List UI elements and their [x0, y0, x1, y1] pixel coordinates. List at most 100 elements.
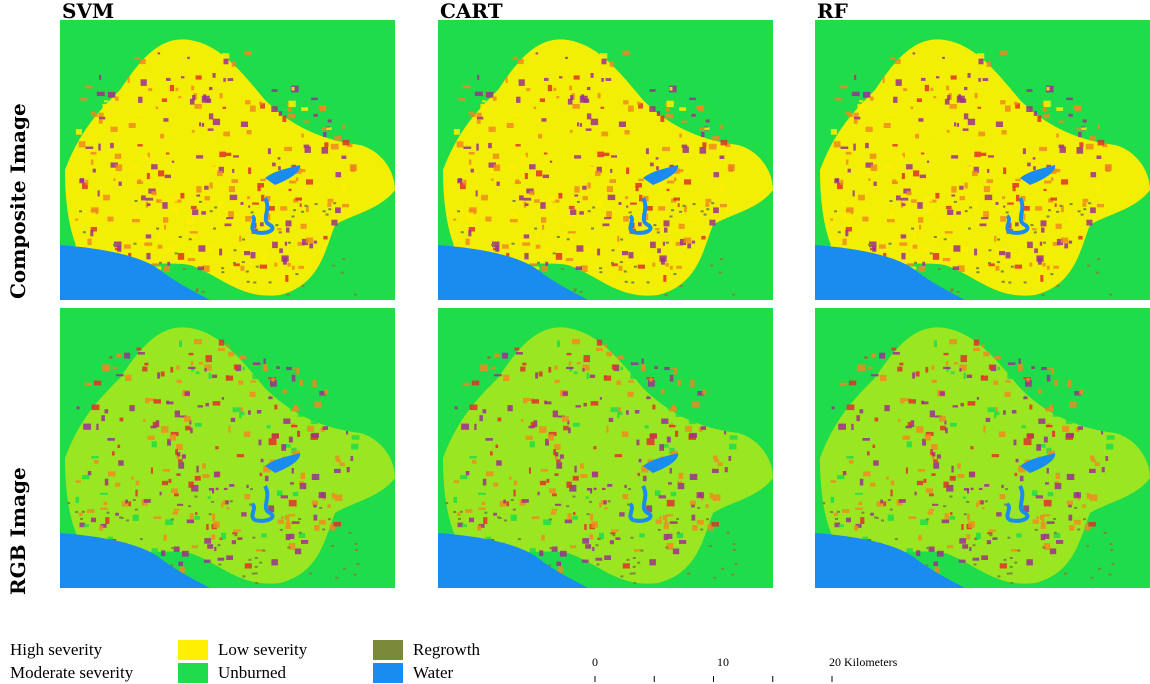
severity-patch [1034, 111, 1037, 116]
severity-patch [502, 244, 509, 248]
severity-patch [170, 434, 176, 440]
severity-patch [195, 423, 202, 427]
severity-patch [113, 367, 118, 369]
severity-patch [242, 367, 245, 371]
regrowth-patch [709, 545, 712, 547]
severity-patch [187, 520, 194, 524]
severity-patch [100, 508, 108, 510]
severity-patch [846, 152, 852, 155]
regrowth-patch [612, 534, 615, 536]
severity-patch [1027, 163, 1031, 167]
severity-patch [916, 550, 920, 556]
severity-patch [1073, 105, 1080, 109]
severity-patch [301, 134, 304, 138]
severity-patch [891, 348, 896, 351]
severity-patch [1066, 433, 1074, 438]
severity-patch [604, 375, 606, 378]
severity-patch [919, 225, 921, 230]
severity-patch [667, 500, 675, 507]
severity-patch [586, 496, 589, 498]
severity-patch [604, 555, 611, 560]
severity-patch [323, 132, 326, 137]
severity-patch [580, 474, 587, 478]
severity-patch [496, 460, 502, 465]
severity-patch [231, 418, 236, 422]
regrowth-patch [868, 244, 871, 246]
severity-patch [574, 372, 578, 375]
severity-patch [92, 405, 100, 411]
severity-patch [205, 196, 210, 200]
severity-patch [913, 245, 918, 249]
severity-patch [142, 367, 147, 372]
severity-patch [1023, 397, 1027, 400]
severity-patch [890, 57, 895, 60]
legend-swatch [178, 663, 208, 683]
severity-patch [88, 239, 92, 246]
severity-patch [250, 106, 256, 112]
regrowth-patch [670, 216, 673, 218]
severity-patch [1029, 405, 1032, 410]
regrowth-patch [666, 242, 669, 244]
severity-patch [529, 426, 535, 429]
severity-patch [135, 57, 140, 60]
severity-patch [597, 152, 604, 158]
regrowth-patch [954, 201, 957, 203]
severity-patch [175, 411, 180, 418]
regrowth-patch [199, 201, 202, 203]
severity-patch [984, 186, 990, 192]
severity-patch [678, 483, 685, 489]
severity-patch [670, 521, 678, 524]
severity-patch [323, 426, 328, 430]
severity-patch [1036, 495, 1043, 498]
severity-patch [1077, 147, 1084, 154]
severity-patch [968, 401, 976, 406]
severity-patch [951, 466, 953, 473]
severity-patch [1047, 521, 1055, 524]
severity-patch [870, 154, 877, 159]
severity-patch [994, 248, 1002, 250]
severity-patch [573, 104, 580, 109]
severity-patch [226, 375, 228, 378]
regrowth-patch [357, 563, 360, 565]
severity-patch [834, 141, 841, 147]
severity-patch [244, 251, 250, 255]
regrowth-patch [890, 509, 893, 511]
severity-patch [208, 128, 214, 131]
severity-patch [140, 59, 146, 64]
severity-patch [610, 179, 617, 183]
regrowth-patch [1097, 258, 1100, 260]
regrowth-patch [497, 516, 500, 518]
severity-patch [463, 180, 466, 185]
severity-patch [1055, 203, 1057, 207]
regrowth-patch [633, 572, 636, 574]
regrowth-patch [573, 496, 576, 498]
severity-patch [539, 426, 546, 433]
legend-swatch [373, 640, 403, 660]
severity-patch [228, 352, 234, 357]
severity-patch [204, 538, 211, 544]
severity-patch [963, 128, 969, 131]
severity-patch [261, 533, 266, 537]
severity-patch [918, 217, 923, 223]
severity-patch [489, 127, 496, 132]
severity-patch [920, 175, 926, 179]
severity-patch [250, 392, 256, 397]
severity-patch [102, 104, 109, 110]
severity-patch [178, 459, 183, 462]
severity-patch [342, 125, 345, 129]
severity-patch [206, 403, 209, 407]
severity-patch [233, 530, 241, 532]
severity-patch [1047, 468, 1049, 474]
severity-patch [253, 362, 261, 365]
severity-patch [206, 247, 213, 252]
severity-patch [615, 537, 620, 540]
severity-patch [985, 195, 993, 200]
severity-patch [265, 476, 269, 481]
severity-patch [94, 460, 99, 464]
severity-patch [223, 107, 227, 109]
severity-patch [294, 405, 298, 409]
severity-patch [623, 100, 628, 104]
severity-patch [152, 548, 158, 553]
severity-patch [926, 143, 933, 145]
severity-patch [925, 367, 928, 373]
